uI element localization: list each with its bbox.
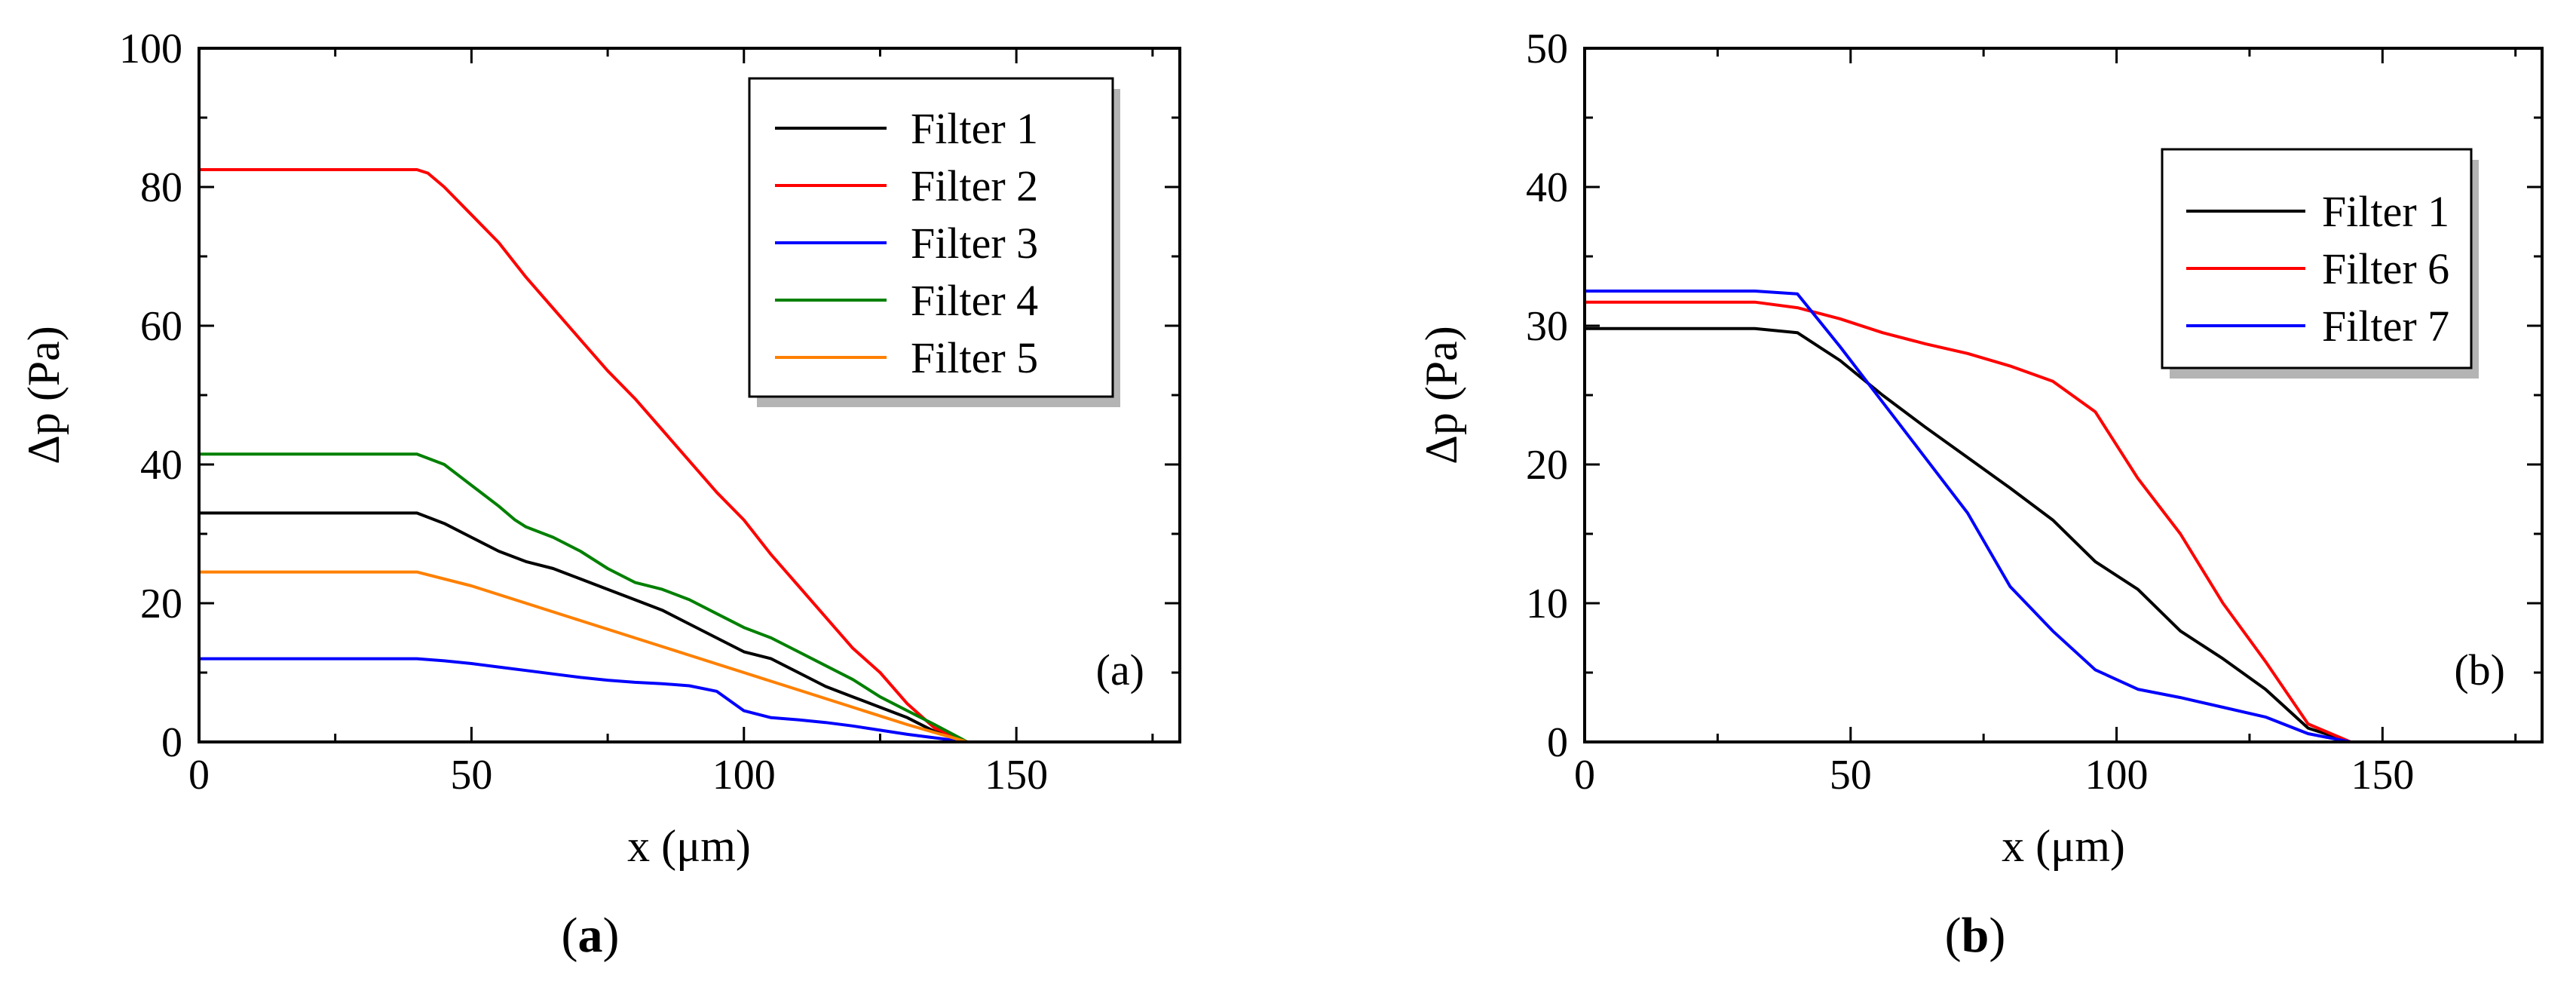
panel-a-series-line-5 — [199, 570, 968, 743]
panel-a-y-tick-label: 80 — [140, 164, 182, 211]
panel-a-caption-open: ( — [562, 908, 578, 963]
panel-b-legend-box — [2161, 148, 2473, 369]
panel-a-caption: (a) — [562, 908, 620, 963]
panel-b-x-tick-label: 100 — [2085, 752, 2149, 799]
panel-b-x-tick-label: 0 — [1574, 752, 1595, 799]
panel-a-y-tick-label: 0 — [161, 719, 182, 766]
panel-a: 0 50 100 150 0 20 40 60 80 100 x (μm) Δp (Pa) (a)… — [19, 26, 1181, 963]
panel-a-series-layer — [199, 168, 969, 743]
panel-a-x-tick-label: 150 — [985, 752, 1048, 799]
panel-b-legend-label-2: Filter 6 — [2322, 244, 2449, 293]
panel-a-series-line-2 — [199, 168, 968, 743]
panel-b-y-axis-title: Δp (Pa) — [1417, 326, 1466, 464]
panel-b-caption-open: ( — [1945, 908, 1962, 963]
panel-a-x-tick-label: 50 — [450, 752, 492, 799]
panel-b-x-tick-label: 50 — [1830, 752, 1872, 799]
panel-b-y-tick-label: 50 — [1526, 26, 1568, 72]
panel-a-panel-label: (a) — [1096, 645, 1144, 694]
panel-b-x-axis-title: x (μm) — [2002, 821, 2125, 871]
panel-b-legend: Filter 1 Filter 6 Filter 7 — [2161, 148, 2479, 379]
panel-b-y-tick-label: 40 — [1526, 164, 1568, 211]
panel-a-caption-letter: a — [578, 908, 603, 963]
panel-b-panel-label: (b) — [2454, 645, 2505, 694]
panel-b-y-tick-label: 20 — [1526, 442, 1568, 489]
panel-a-legend-entries: Filter 1 Filter 2 Filter 3 Filter 4 Filter 5 — [775, 104, 1038, 382]
panel-a-y-tick-label: 40 — [140, 442, 182, 489]
panel-a-caption-close: ) — [603, 908, 620, 963]
panel-a-y-axis-title: Δp (Pa) — [19, 326, 69, 464]
panel-a-legend-label-2: Filter 2 — [911, 161, 1038, 210]
panel-a-x-tick-label: 0 — [188, 752, 210, 799]
panel-a-y-tick-label: 20 — [140, 581, 182, 627]
panel-b-ticks-layer: 0 50 100 150 0 10 20 30 40 50 — [1526, 26, 2542, 799]
panel-a-x-axis-title: x (μm) — [627, 821, 751, 871]
panel-b-caption: (b) — [1945, 908, 2006, 963]
panel-b-legend-label-3: Filter 7 — [2322, 302, 2449, 351]
panel-a-legend-box — [748, 77, 1114, 398]
panel-b-caption-close: ) — [1989, 908, 2005, 963]
panel-b-caption-letter: b — [1962, 908, 1989, 963]
panel-b-y-tick-label: 0 — [1547, 719, 1568, 766]
panel-a-y-tick-label: 60 — [140, 303, 182, 350]
panel-a-legend-label-4: Filter 4 — [911, 276, 1038, 325]
panel-b-x-tick-label: 150 — [2351, 752, 2414, 799]
panel-a-series-line-4 — [199, 452, 969, 743]
panel-a-series-line-3 — [199, 657, 968, 743]
panel-a-legend: Filter 1 Filter 2 Filter 3 Filter 4 Filter 5 — [748, 77, 1120, 407]
panel-a-legend-label-1: Filter 1 — [911, 104, 1038, 153]
panel-b-y-tick-label: 10 — [1526, 581, 1568, 627]
panel-a-x-tick-label: 100 — [712, 752, 776, 799]
panel-b-y-tick-label: 30 — [1526, 303, 1568, 350]
panel-a-y-tick-label: 100 — [119, 26, 182, 72]
panel-b-legend-label-1: Filter 1 — [2322, 187, 2449, 236]
panel-b-legend-entries: Filter 1 Filter 6 Filter 7 — [2186, 187, 2449, 351]
panel-a-ticks-layer: 0 50 100 150 0 20 40 60 80 100 — [119, 26, 1180, 799]
panel-a-legend-label-5: Filter 5 — [911, 333, 1038, 382]
panel-b-series-line-1 — [1585, 326, 2351, 743]
panel-a-series-line-1 — [199, 511, 968, 743]
panel-a-legend-label-3: Filter 3 — [911, 219, 1038, 268]
panel-b-series-line-2 — [1585, 300, 2351, 743]
